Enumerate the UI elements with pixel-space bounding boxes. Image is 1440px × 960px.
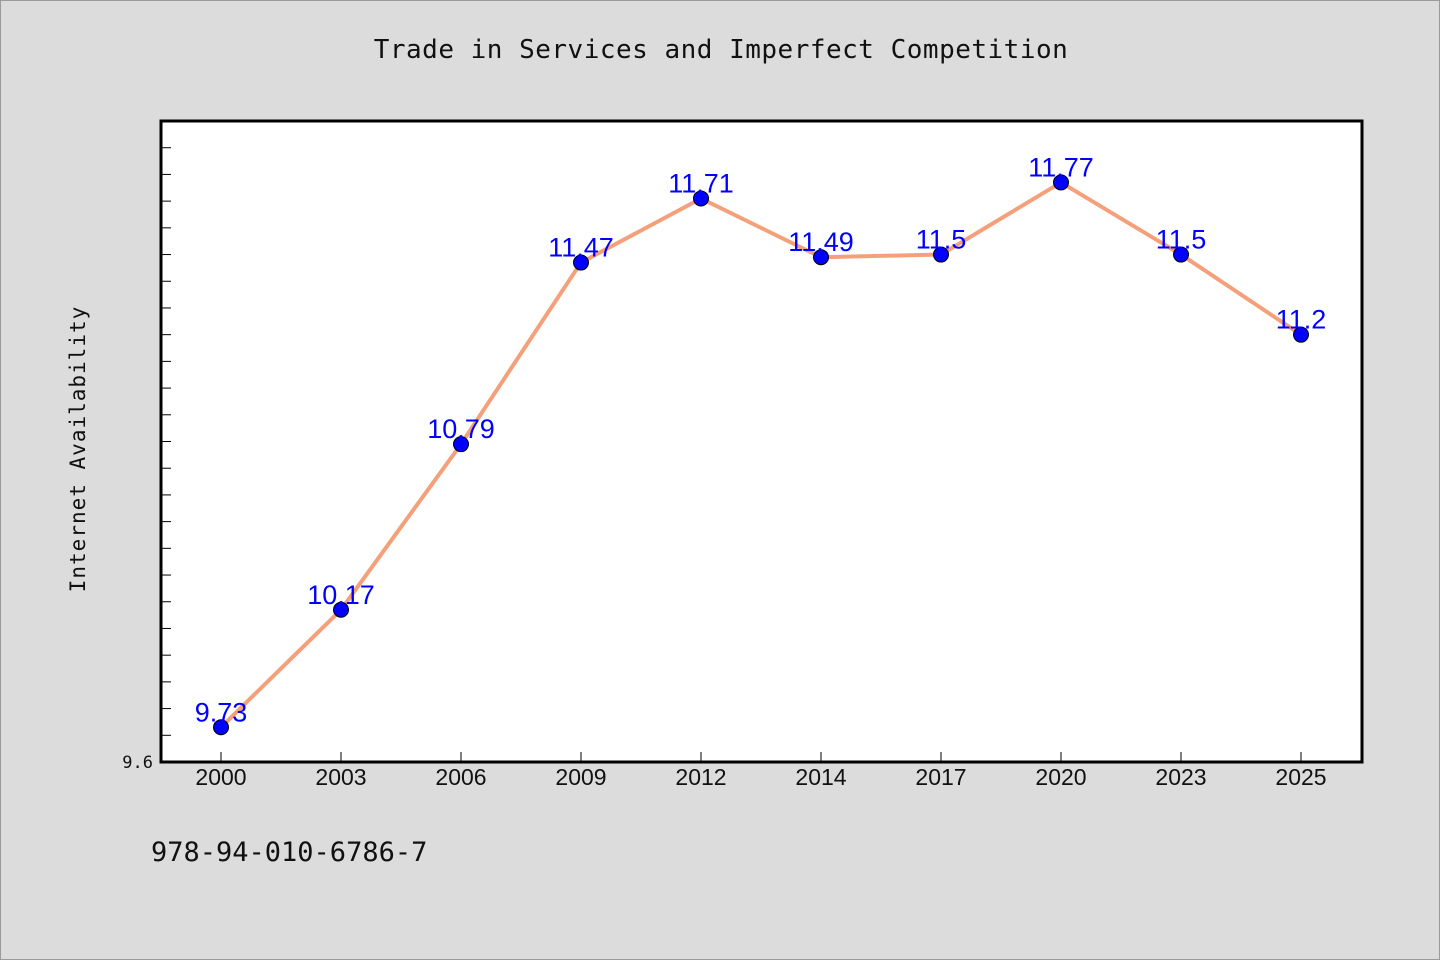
series-markers — [213, 174, 1309, 736]
x-axis-tick-labels: 2000 2003 2006 2009 2012 2014 2017 2020 2023 2025 — [195, 764, 1326, 790]
data-point-marker — [813, 249, 829, 266]
isbn-label: 978-94-010-6786-7 — [151, 837, 428, 868]
data-point-marker — [333, 601, 349, 618]
data-point-label: 10.79 — [427, 414, 495, 444]
data-point-marker — [693, 190, 709, 207]
data-point-marker — [453, 436, 469, 453]
y-tick-label: 9.6 — [122, 753, 153, 773]
series-line — [219, 180, 1303, 730]
x-tick-label: 2017 — [915, 764, 966, 790]
x-tick-label: 2009 — [555, 764, 606, 790]
chart-title: Trade in Services and Imperfect Competit… — [373, 35, 1069, 65]
x-tick-label: 2025 — [1275, 764, 1326, 790]
data-point-marker — [1173, 246, 1189, 263]
data-point-marker — [1293, 326, 1309, 343]
data-point-marker — [1053, 174, 1069, 191]
data-point-label: 11.71 — [668, 168, 734, 198]
x-tick-label: 2020 — [1035, 764, 1086, 790]
data-point-label: 11.2 — [1276, 305, 1327, 335]
data-point-label: 9.73 — [195, 697, 248, 727]
x-axis-ticks — [220, 752, 1302, 762]
x-tick-label: 2023 — [1155, 764, 1206, 790]
data-point-marker — [573, 254, 589, 271]
x-tick-label: 2006 — [435, 764, 486, 790]
data-point-marker — [933, 246, 949, 263]
data-point-label: 11.5 — [1156, 225, 1207, 255]
data-point-label: 11.77 — [1028, 152, 1094, 182]
x-tick-label: 2012 — [675, 764, 726, 790]
x-tick-label: 2014 — [795, 764, 846, 790]
data-point-label: 10.17 — [307, 580, 375, 610]
y-axis-ticks — [161, 147, 171, 736]
data-point-label: 11.47 — [548, 233, 614, 263]
plot-area — [159, 119, 1364, 764]
data-labels: 9.73 10.17 10.79 11.47 11.71 11.49 11.5 11.77 11… — [195, 152, 1327, 727]
data-point-label: 11.49 — [788, 227, 854, 257]
x-tick-label: 2000 — [195, 764, 246, 790]
x-tick-label: 2003 — [315, 764, 366, 790]
data-point-marker — [213, 719, 229, 736]
data-point-label: 11.5 — [916, 225, 967, 255]
